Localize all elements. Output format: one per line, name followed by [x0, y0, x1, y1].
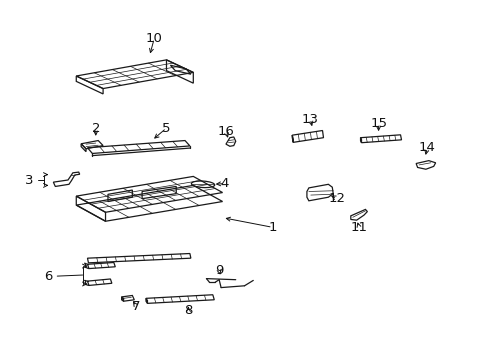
Text: 4: 4: [221, 177, 229, 190]
Text: 7: 7: [132, 300, 140, 313]
Text: 15: 15: [369, 117, 386, 130]
Text: 16: 16: [217, 125, 234, 138]
Text: 3: 3: [25, 174, 33, 186]
Text: 1: 1: [268, 221, 277, 234]
Text: 11: 11: [350, 221, 367, 234]
Text: 8: 8: [184, 305, 192, 318]
Text: 10: 10: [145, 32, 163, 45]
Text: 14: 14: [418, 141, 435, 154]
Text: 13: 13: [301, 113, 318, 126]
Text: 9: 9: [215, 264, 223, 277]
Text: 12: 12: [328, 192, 345, 205]
Text: 6: 6: [44, 270, 53, 283]
Text: 2: 2: [91, 122, 100, 135]
Text: 5: 5: [162, 122, 170, 135]
